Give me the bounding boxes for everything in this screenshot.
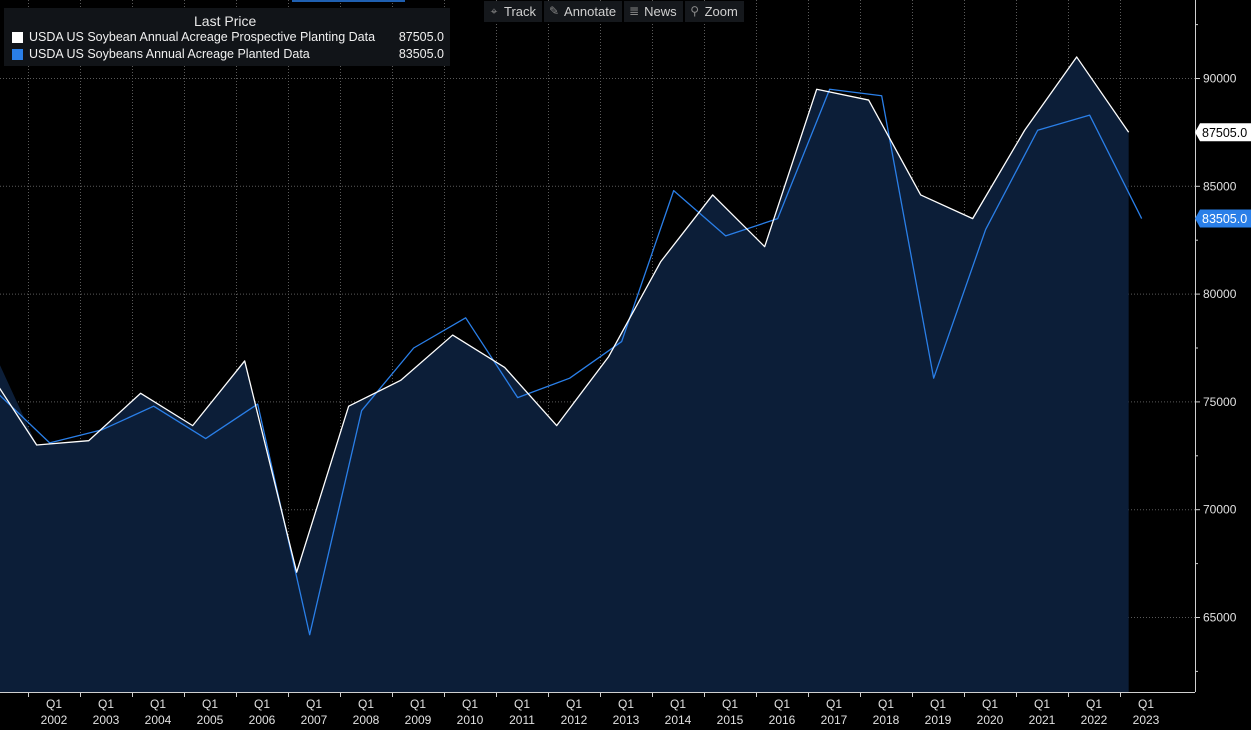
series-area-fill: [0, 56, 1129, 692]
x-tick-year-label: 2002: [41, 713, 68, 727]
legend-series-value: 87505.0: [398, 30, 444, 44]
x-tick-year-label: 2017: [821, 713, 848, 727]
crosshair-icon: ⌖: [490, 4, 498, 18]
x-tick-quarter-label: Q1: [306, 697, 322, 711]
x-tick-year-label: 2005: [197, 713, 224, 727]
x-tick-quarter-label: Q1: [202, 697, 218, 711]
chart-toolbar: ⌖ Track ✎ Annotate ≣ News ⚲ Zoom: [484, 1, 744, 22]
x-tick-quarter-label: Q1: [774, 697, 790, 711]
y-tick-label: 70000: [1203, 503, 1237, 517]
x-tick-year-label: 2011: [509, 713, 535, 727]
x-tick-quarter-label: Q1: [358, 697, 374, 711]
y-tick-label: 75000: [1203, 395, 1237, 409]
selection-strip: [292, 0, 405, 2]
series-lines: [0, 56, 1143, 636]
x-tick-year-label: 2015: [717, 713, 744, 727]
x-tick-year-label: 2007: [301, 713, 328, 727]
news-icon: ≣: [629, 4, 640, 18]
planted-acreage-line: [0, 88, 1143, 636]
x-tick-year-label: 2009: [405, 713, 432, 727]
x-tick-quarter-label: Q1: [1086, 697, 1102, 711]
legend-entry-planted[interactable]: USDA US Soybeans Annual Acreage Planted …: [12, 46, 448, 62]
x-tick-year-label: 2018: [873, 713, 900, 727]
zoom-label: Zoom: [704, 4, 738, 19]
x-tick-quarter-label: Q1: [826, 697, 842, 711]
legend-swatch-white: [12, 32, 23, 43]
x-tick-year-label: 2006: [249, 713, 276, 727]
last-value-label: 87505.0: [1202, 126, 1247, 140]
last-value-label: 83505.0: [1202, 212, 1247, 226]
y-tick-label: 80000: [1203, 287, 1237, 301]
news-button[interactable]: ≣ News: [624, 1, 683, 22]
track-label: Track: [504, 4, 537, 19]
x-tick-year-label: 2019: [925, 713, 952, 727]
track-button[interactable]: ⌖ Track: [484, 1, 543, 22]
x-tick-year-label: 2021: [1029, 713, 1056, 727]
pencil-icon: ✎: [549, 4, 560, 18]
x-tick-year-label: 2013: [613, 713, 640, 727]
x-tick-year-label: 2003: [93, 713, 120, 727]
last-value-badge-blue: [1195, 209, 1251, 228]
x-tick-quarter-label: Q1: [150, 697, 166, 711]
area-fill: [0, 56, 1129, 692]
x-tick-year-label: 2012: [561, 713, 588, 727]
zoom-button[interactable]: ⚲ Zoom: [684, 1, 744, 22]
news-label: News: [644, 4, 677, 19]
y-tick-label: 90000: [1203, 72, 1237, 86]
y-tick-label: 65000: [1203, 611, 1237, 625]
legend: Last Price USDA US Soybean Annual Acreag…: [4, 8, 450, 66]
x-tick-year-label: 2004: [145, 713, 172, 727]
x-tick-quarter-label: Q1: [1138, 697, 1154, 711]
magnifier-icon: ⚲: [690, 4, 699, 18]
x-tick-quarter-label: Q1: [878, 697, 894, 711]
legend-swatch-blue: [12, 49, 23, 60]
prospective-planting-line: [0, 56, 1130, 573]
x-tick-year-label: 2022: [1081, 713, 1108, 727]
x-tick-quarter-label: Q1: [930, 697, 946, 711]
x-tick-quarter-label: Q1: [982, 697, 998, 711]
x-tick-quarter-label: Q1: [1034, 697, 1050, 711]
x-tick-quarter-label: Q1: [566, 697, 582, 711]
legend-series-value: 83505.0: [398, 47, 444, 61]
annotate-button[interactable]: ✎ Annotate: [544, 1, 623, 22]
legend-header: Last Price: [194, 13, 257, 29]
x-tick-quarter-label: Q1: [670, 697, 686, 711]
x-tick-year-label: 2020: [977, 713, 1004, 727]
x-tick-quarter-label: Q1: [98, 697, 114, 711]
x-tick-year-label: 2016: [769, 713, 796, 727]
last-value-labels: 87505.0 83505.0: [1195, 123, 1251, 228]
annotate-label: Annotate: [564, 4, 617, 19]
x-tick-quarter-label: Q1: [618, 697, 634, 711]
x-tick-year-label: 2014: [665, 713, 692, 727]
x-tick-year-label: 2008: [353, 713, 380, 727]
x-tick-year-label: 2023: [1133, 713, 1160, 727]
x-tick-quarter-label: Q1: [722, 697, 738, 711]
x-tick-quarter-label: Q1: [462, 697, 478, 711]
legend-series-name: USDA US Soybean Annual Acreage Prospecti…: [29, 30, 376, 44]
x-tick-quarter-label: Q1: [514, 697, 530, 711]
legend-entry-prospective[interactable]: USDA US Soybean Annual Acreage Prospecti…: [12, 29, 448, 45]
legend-series-name: USDA US Soybeans Annual Acreage Planted …: [29, 47, 310, 61]
x-tick-quarter-label: Q1: [254, 697, 270, 711]
last-value-badge-white: [1195, 123, 1251, 142]
x-tick-quarter-label: Q1: [46, 697, 62, 711]
x-tick-quarter-label: Q1: [410, 697, 426, 711]
y-tick-label: 85000: [1203, 179, 1237, 193]
x-tick-year-label: 2010: [457, 713, 484, 727]
